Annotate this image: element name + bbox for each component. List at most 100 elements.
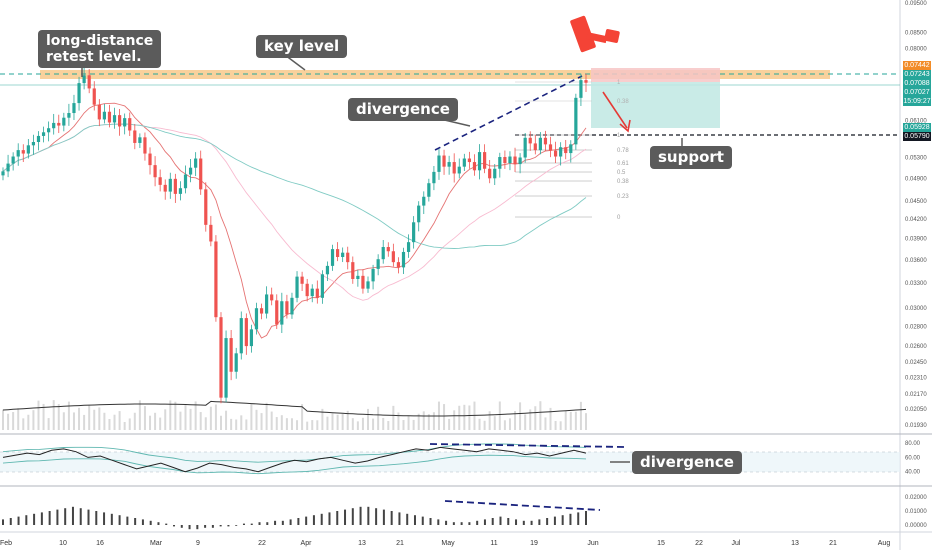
volume-bar [270, 411, 273, 430]
candle-body [366, 281, 370, 289]
macd-bar [157, 522, 160, 525]
price-tag: 0.05928 [903, 123, 931, 132]
candle-body [569, 144, 573, 154]
candle-body [239, 318, 243, 354]
candle-body [579, 80, 583, 98]
candle-body [199, 158, 203, 190]
macd-bar [64, 508, 67, 525]
candle-body [249, 329, 254, 347]
volume-bar [564, 411, 567, 430]
price-axis-label: 0.04500 [905, 199, 927, 205]
price-tag: 0.07442 [903, 61, 931, 70]
price-axis-label: 0.08000 [905, 47, 927, 53]
volume-bar [93, 409, 96, 430]
macd-bar [227, 525, 230, 527]
volume-bar [143, 406, 146, 430]
time-axis: Feb 10 16 Mar 9 22 Apr 13 21 May 11 19 Jun 15 22 Jul 13 2… [0, 540, 890, 547]
candle-body [280, 301, 284, 325]
volume-bar [67, 401, 70, 430]
candle-body [330, 249, 335, 266]
candle-body [523, 137, 527, 158]
volume-bar [326, 416, 329, 430]
volume-bar [351, 418, 354, 430]
time-axis-label: 21 [396, 540, 404, 547]
fib-label: 0.78 [617, 148, 629, 154]
price-axis-label: 0.02170 [905, 392, 927, 398]
volume-bar [72, 412, 75, 430]
macd-bar [180, 525, 183, 528]
volume-bar [458, 405, 461, 430]
volume-bar [443, 404, 446, 430]
support-callout: support [650, 146, 732, 169]
macd-bar [79, 508, 82, 525]
candle-body [381, 247, 385, 260]
macd-bar [413, 515, 416, 525]
candle-body [564, 147, 568, 154]
volume-bar [265, 402, 268, 430]
volume-bar [306, 421, 309, 430]
volume-bar [225, 410, 228, 430]
candle-body [254, 308, 259, 330]
candle-body [584, 80, 588, 83]
volume-bar [427, 414, 430, 430]
volume-bar [108, 419, 111, 430]
time-axis-label: Mar [150, 540, 163, 547]
price-axis-label: 0.03000 [905, 306, 927, 312]
volume-bar [138, 400, 141, 430]
rsi-axis-label: 80.00 [905, 441, 921, 447]
volume-bar [245, 419, 248, 430]
fib-label: 1 [617, 133, 621, 139]
macd-bar [297, 518, 300, 525]
macd-bar [40, 512, 43, 525]
take-profit-zone [591, 82, 720, 128]
volume-bar [361, 417, 364, 430]
macd-bar [289, 519, 292, 525]
candle-body [533, 143, 537, 151]
projection-arrow [602, 91, 628, 129]
macd-bar [56, 509, 59, 525]
volume-bar [372, 418, 375, 430]
candle-body [107, 111, 112, 123]
volume-bar [275, 417, 278, 430]
fib-label: 0.38 [617, 179, 629, 185]
fib-label: 0.61 [617, 161, 629, 167]
volume-bar [549, 407, 552, 430]
candle-body [447, 162, 451, 167]
candle-body [548, 144, 553, 151]
price-axis: 0.09500 0.08500 0.08000 0.06100 0.05300 0.049… [905, 1, 927, 429]
macd-axis-label: 0.02000 [905, 495, 927, 501]
candle-body [351, 262, 355, 279]
macd-bar [398, 512, 401, 525]
price-axis-label: 0.02450 [905, 360, 927, 366]
time-axis-label: 10 [59, 540, 67, 547]
price-axis-label: 0.02050 [905, 407, 927, 413]
volume-bar [199, 412, 202, 430]
volume-bar [113, 414, 116, 430]
volume-bar [285, 418, 288, 430]
candle-body [325, 265, 330, 275]
macd-bar [258, 522, 261, 525]
macd-bar [2, 519, 4, 525]
macd-bar [452, 522, 455, 525]
macd-bar [48, 511, 51, 525]
candle-body [173, 178, 177, 194]
volume-bar [336, 414, 339, 430]
candle-body [300, 276, 304, 284]
candle-body [31, 141, 36, 146]
candle-body [574, 97, 578, 145]
macd-bar [390, 511, 393, 525]
rsi-line [2, 446, 587, 473]
volume-bar [32, 410, 35, 430]
volume-bar [62, 412, 65, 430]
volume-bar [534, 406, 537, 430]
candle-body [229, 338, 233, 372]
candle-body [386, 247, 390, 252]
volume-bars [2, 400, 587, 430]
price-axis-label: 0.01930 [905, 423, 927, 429]
volume-bar [387, 421, 390, 430]
fib-retracement: 1 0.78 0.61 0.5 0.38 0.23 0 1 0.38 [515, 80, 629, 221]
price-axis-label: 0.03300 [905, 281, 927, 287]
macd-bar [429, 518, 432, 525]
